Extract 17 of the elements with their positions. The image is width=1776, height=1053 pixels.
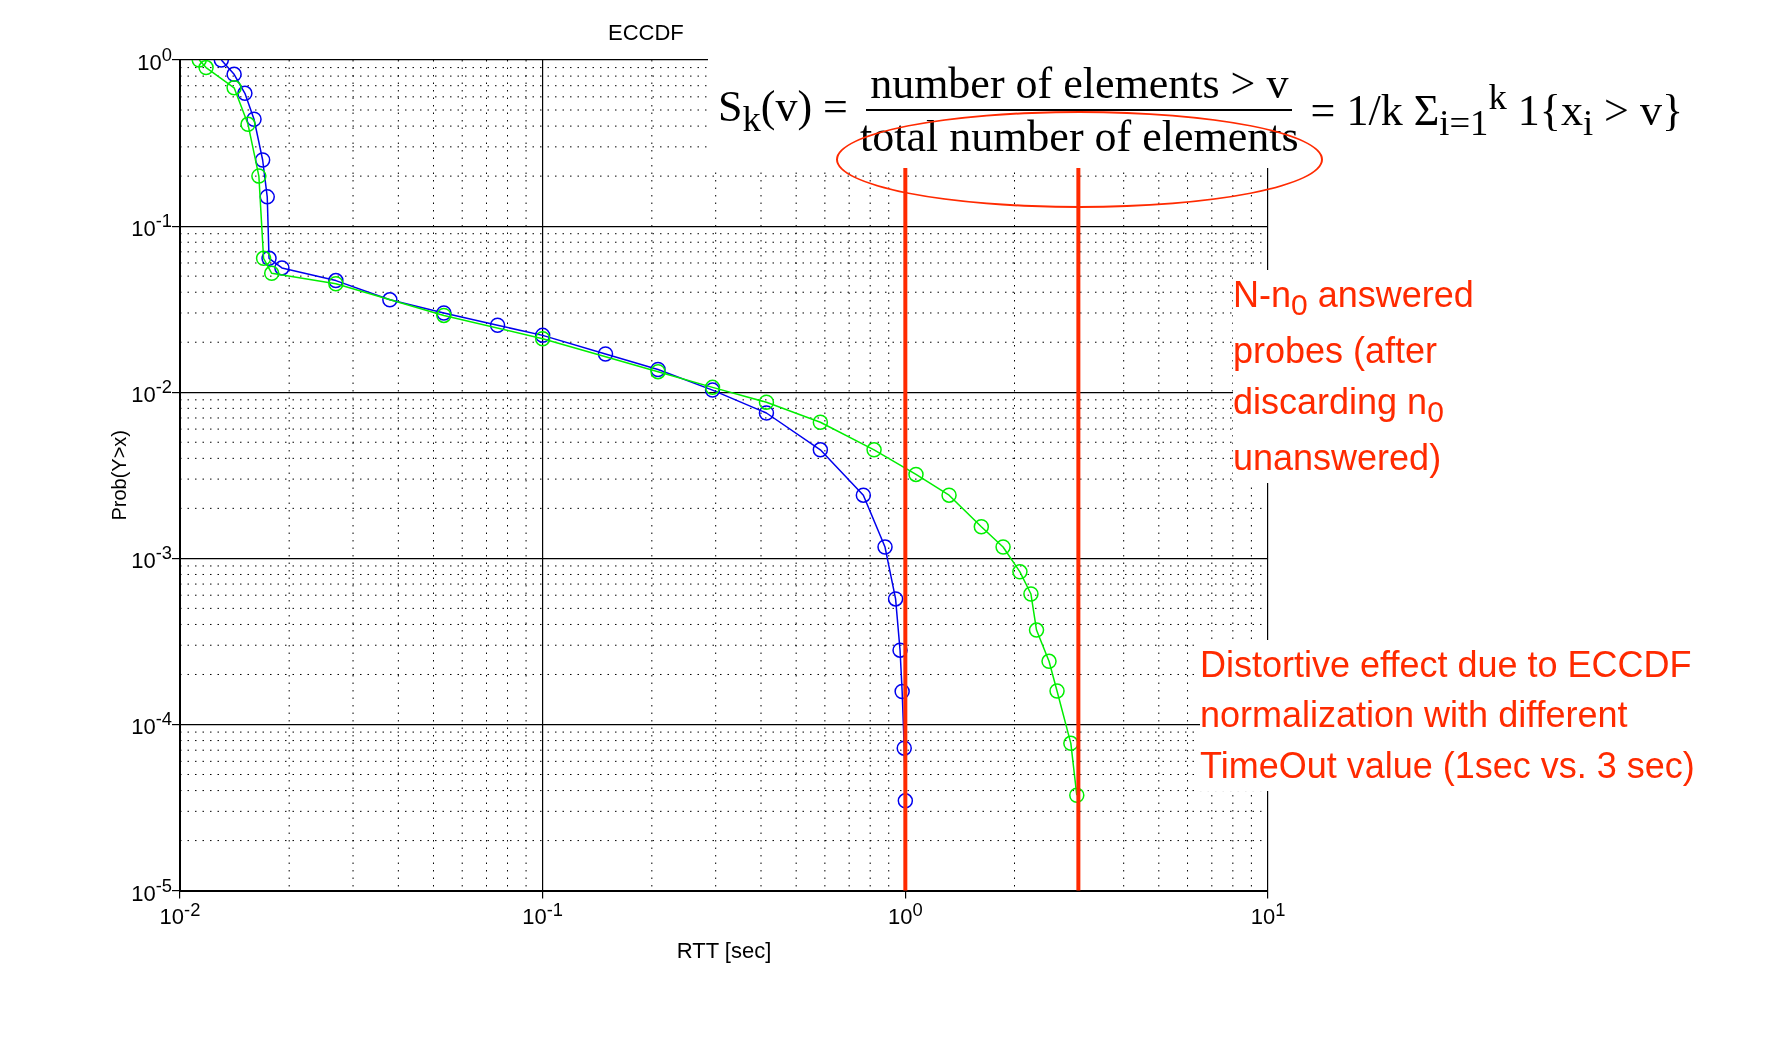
y-axis-title: Prob(Y>x) (107, 430, 130, 521)
chart-title: ECCDF (608, 20, 684, 46)
annotation: N-n$_{0}$ answered probes (after discarding n$_{0}$ unanswered) (1233, 270, 1553, 484)
annotation: total number of elements (859, 112, 1299, 161)
annotation: Distortive effect due to ECCDF normalization with different TimeOut value (1sec vs. 3 sec) (1200, 640, 1770, 792)
annotation: S$_{k}$(v) = (718, 81, 848, 139)
x-tick-label: 10$^{0}$ (887, 898, 923, 930)
y-tick-label: 10$^{-2}$ (131, 376, 172, 408)
annotation: number of elements > v (866, 58, 1293, 111)
text: = 1/k Σ$_{i=1}$$^{k}$ 1{x$_{i}$ > v} (1310, 76, 1684, 144)
y-tick-label: 10$^{0}$ (137, 44, 172, 76)
x-axis-title: RTT [sec] (676, 937, 772, 963)
x-tick-label: 10$^{1}$ (1250, 898, 1286, 930)
x-tick-label: 10$^{-1}$ (522, 898, 564, 930)
y-tick-label: 10$^{-4}$ (131, 708, 172, 741)
y-tick-label: 10$^{-3}$ (131, 542, 172, 575)
y-tick-label: 10$^{-1}$ (131, 210, 172, 242)
